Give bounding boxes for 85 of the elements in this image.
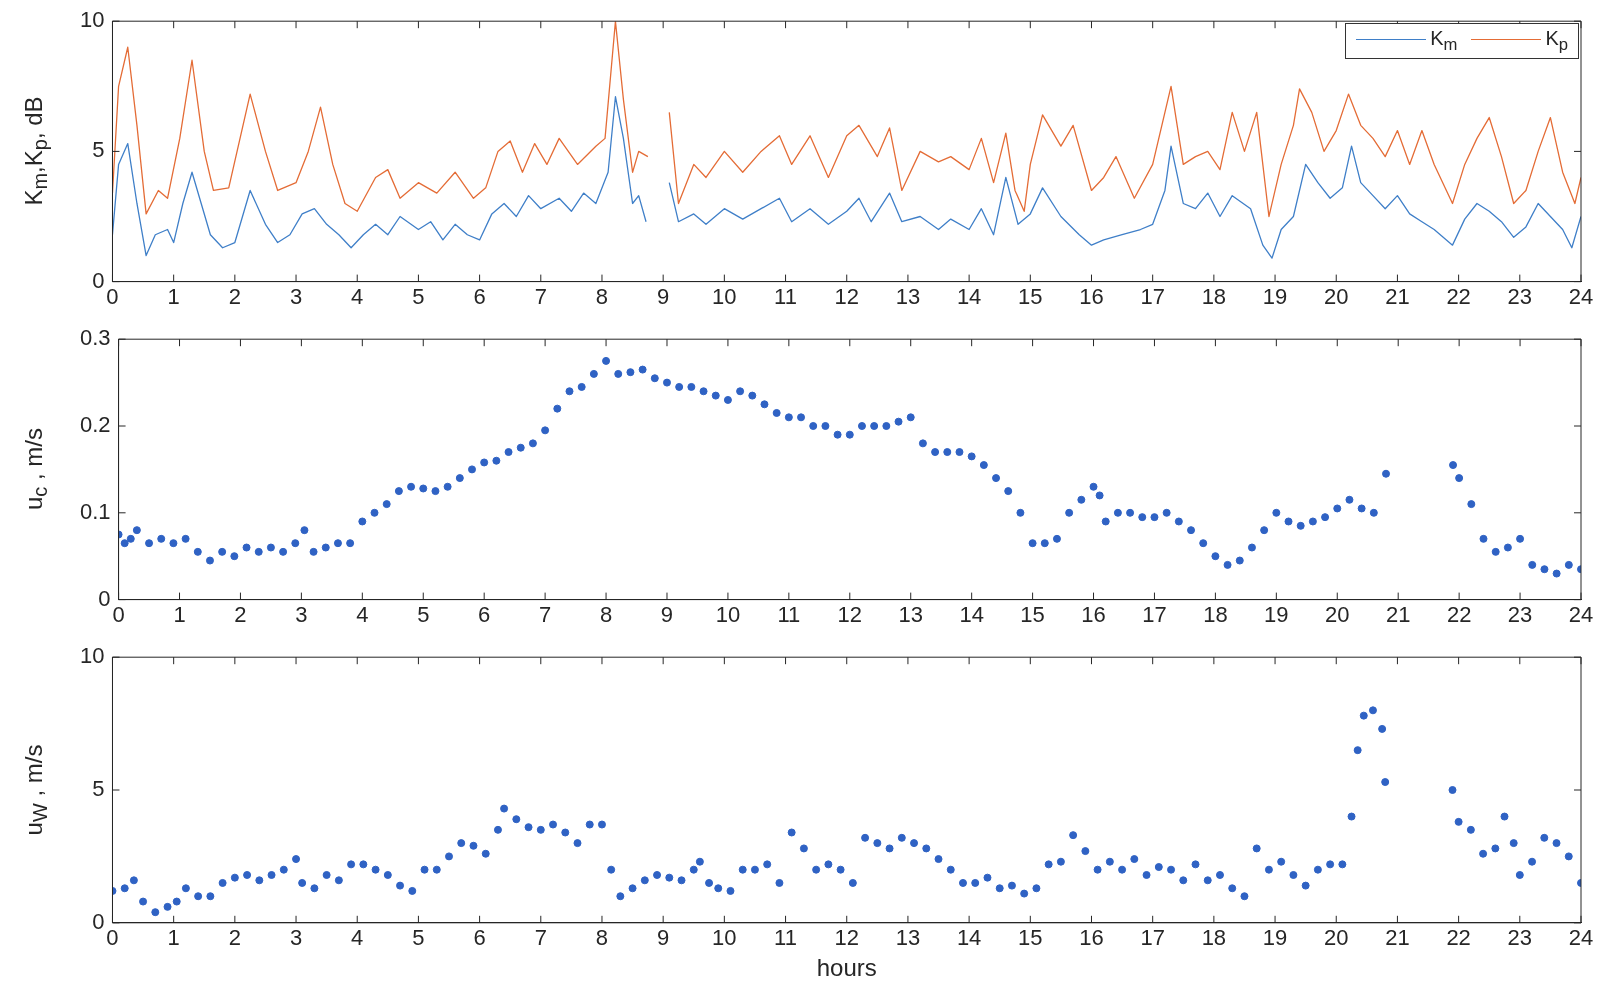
x-tick-label: 20 [1325,601,1350,627]
x-tick-label: 19 [1264,601,1289,627]
x-tick-label: 21 [1385,925,1410,951]
y-tick-label: 0 [92,267,105,293]
x-tick-label: 15 [1018,283,1043,309]
x-tick-label: 1 [167,925,180,951]
x-tick-label: 14 [959,601,984,627]
legend-label: K$_{m}$ [1429,27,1458,56]
x-tick-label: 13 [895,925,921,951]
y-tick-label: 0 [98,585,111,611]
x-tick-label: 17 [1140,283,1165,309]
x-tick-label: 10 [712,283,737,309]
x-tick-label: 18 [1203,601,1228,627]
y-tick-label: 5 [92,776,105,802]
x-tick-label: 5 [412,925,425,951]
x-tick-label: 18 [1201,283,1227,309]
x-tick-label: 23 [1507,283,1533,309]
y-tick-label: 10 [79,643,105,669]
x-tick-label: 2 [228,925,241,951]
x-tick-label: 6 [473,283,486,309]
x-tick-label: 2 [234,601,247,627]
x-tick-label: 15 [1020,601,1045,627]
x-tick-label: 23 [1507,601,1533,627]
x-tick-label: 9 [657,283,670,309]
x-tick-label: 6 [473,925,486,951]
x-tick-label: 12 [837,601,863,627]
x-tick-label: 13 [898,601,923,627]
x-tick-label: 3 [295,601,308,627]
x-tick-label: 10 [712,925,737,951]
x-tick-label: 22 [1446,925,1471,951]
x-tick-label: 14 [956,925,982,951]
x-tick-label: 1 [173,601,186,627]
x-tick-label: 21 [1385,283,1410,309]
x-tick-label: 11 [774,925,797,951]
x-tick-label: 24 [1568,925,1594,951]
x-tick-label: 7 [534,925,547,951]
x-tick-label: 21 [1385,601,1411,627]
x-tick-label: 10 [715,601,741,627]
x-tick-label: 16 [1079,283,1104,309]
y-tick-label: 0 [92,908,105,934]
x-tick-label: 7 [539,601,552,627]
x-tick-label: 2 [228,283,241,309]
x-tick-label: 22 [1446,283,1471,309]
x-tick-label: 4 [351,283,364,309]
x-tick-label: 24 [1568,601,1594,627]
x-tick-label: 18 [1201,925,1227,951]
x-tick-label: 23 [1507,925,1533,951]
x-tick-label: 14 [956,283,982,309]
x-tick-label: 17 [1142,601,1167,627]
x-tick-label: 3 [289,925,303,951]
y-tick-label: 0.1 [79,498,111,524]
x-tick-label: 3 [289,283,303,309]
y-tick-label: 0.3 [79,325,111,351]
x-tick-label: 5 [412,283,425,309]
x-tick-label: 19 [1262,283,1288,309]
x-tick-label: 22 [1446,601,1472,627]
x-tick-label: 4 [351,925,364,951]
x-tick-label: 9 [657,925,670,951]
y-tick-label: 0.2 [79,412,111,438]
x-tick-label: 16 [1079,925,1104,951]
legend-label: K$_{p}$ [1544,27,1568,56]
x-tick-label: 7 [534,283,547,309]
y-tick-label: 10 [79,7,105,33]
x-tick-label: 17 [1140,925,1165,951]
x-tick-label: 24 [1568,283,1594,309]
x-tick-label: 19 [1262,925,1288,951]
x-tick-label: 16 [1081,601,1106,627]
x-tick-label: 8 [595,283,609,309]
x-tick-label: 11 [777,601,801,627]
x-tick-label: 15 [1018,925,1043,951]
x-tick-label: 1 [167,283,180,309]
x-tick-label: 13 [895,283,921,309]
x-tick-label: 20 [1324,925,1349,951]
x-tick-label: 20 [1324,283,1349,309]
y-tick-label: 5 [92,137,105,163]
x-tick-label: 12 [834,925,859,951]
x-tick-label: 8 [595,925,609,951]
x-tick-label: 12 [834,283,859,309]
x-tick-label: 11 [774,283,797,309]
x-tick-label: 4 [356,601,369,627]
x-tick-label: 5 [417,601,430,627]
x-tick-label: 8 [599,601,613,627]
x-tick-label: 6 [478,601,491,627]
x-axis-title: hours [816,954,877,982]
x-tick-label: 9 [660,601,674,627]
